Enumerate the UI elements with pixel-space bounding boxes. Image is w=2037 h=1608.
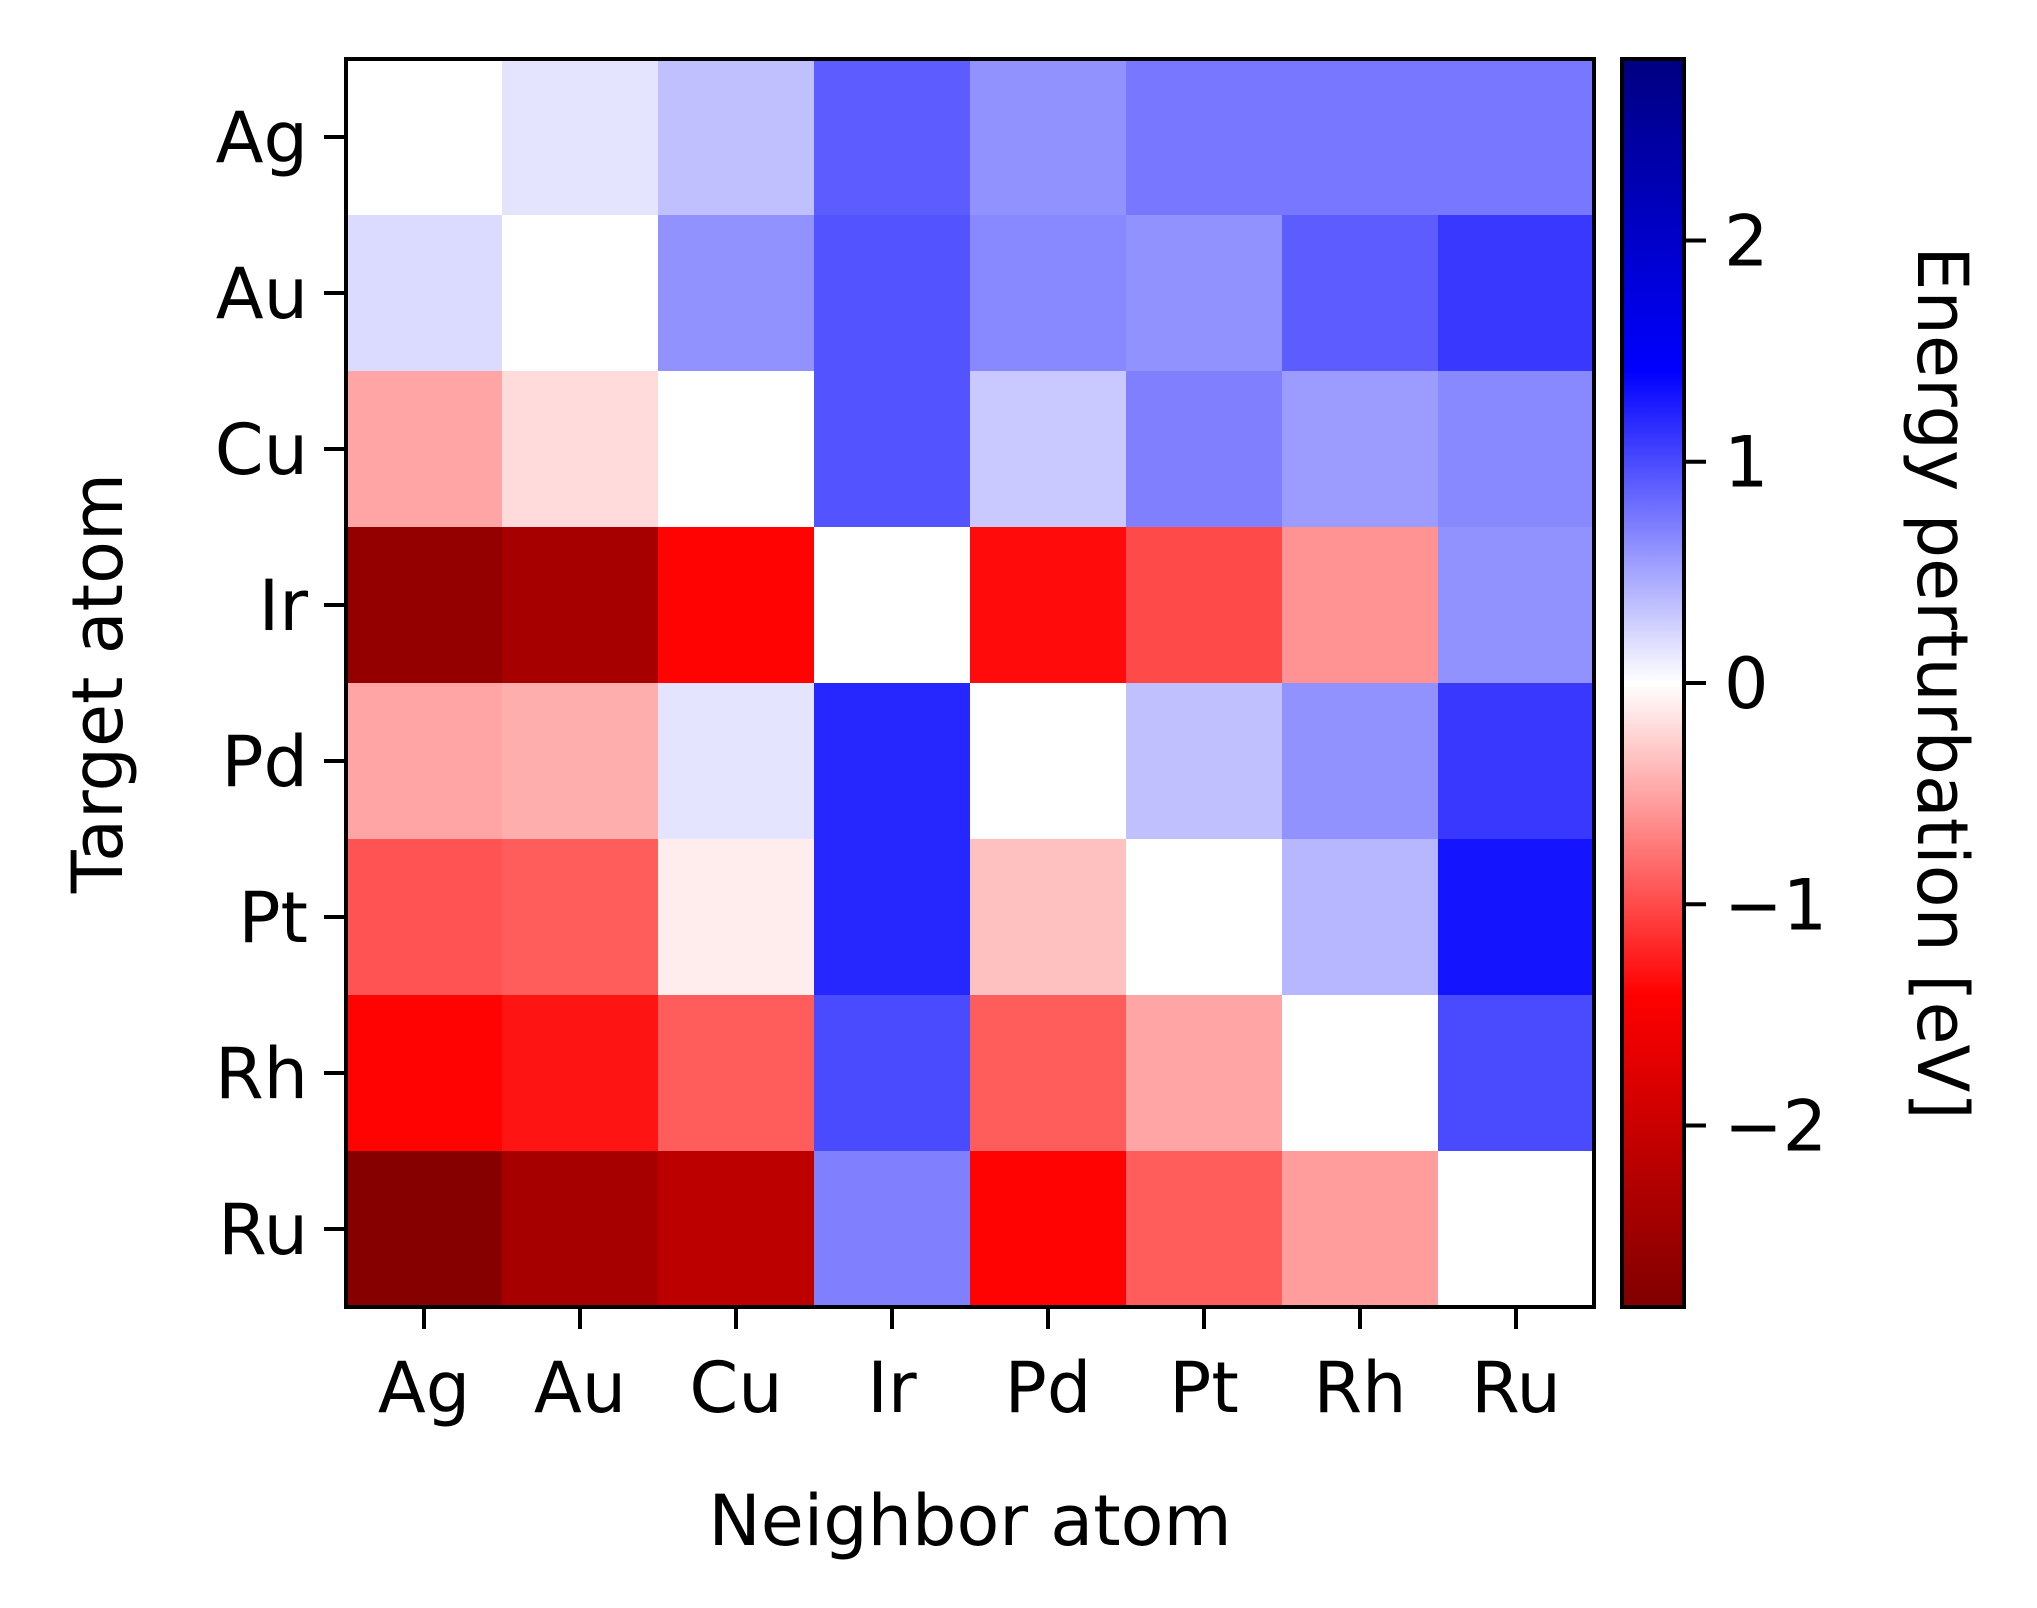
heatmap-cell-pt-ag — [346, 839, 503, 996]
heatmap-cell-ru-ag — [346, 1151, 503, 1308]
heatmap-cells — [346, 59, 1595, 1308]
heatmap-cell-cu-pt — [1126, 371, 1283, 528]
heatmap-cell-ir-ru — [1438, 527, 1595, 684]
heatmap-cell-ag-pt — [1126, 59, 1283, 216]
heatmap-cell-cu-ag — [346, 371, 503, 528]
heatmap-cell-ag-au — [502, 59, 659, 216]
y-tick-label: Pt — [238, 877, 308, 959]
heatmap-cell-au-ru — [1438, 215, 1595, 372]
y-tick-label: Ag — [216, 97, 308, 179]
heatmap-cell-rh-pt — [1126, 995, 1283, 1152]
y-axis-label: Target atom — [57, 473, 139, 894]
heatmap-cell-ir-ag — [346, 527, 503, 684]
heatmap-cell-ir-ir — [814, 527, 971, 684]
heatmap-cell-pd-au — [502, 683, 659, 840]
y-tick-label: Ru — [218, 1189, 308, 1271]
x-tick-label: Cu — [689, 1347, 782, 1429]
heatmap-cell-ru-au — [502, 1151, 659, 1308]
x-tick-label: Rh — [1313, 1347, 1406, 1429]
y-tick-label: Rh — [215, 1033, 308, 1115]
y-tick-label: Au — [216, 253, 308, 335]
heatmap-cell-au-au — [502, 215, 659, 372]
heatmap-cell-ir-au — [502, 527, 659, 684]
heatmap-cell-ir-cu — [658, 527, 815, 684]
heatmap-cell-au-rh — [1282, 215, 1439, 372]
x-tick-label: Au — [534, 1347, 626, 1429]
heatmap-cell-cu-rh — [1282, 371, 1439, 528]
heatmap-cell-ag-cu — [658, 59, 815, 216]
heatmap-cell-ir-pd — [970, 527, 1127, 684]
heatmap-cell-cu-pd — [970, 371, 1127, 528]
colorbar-label: Energy perturbation [eV] — [1901, 246, 1983, 1119]
heatmap-cell-pd-ag — [346, 683, 503, 840]
heatmap-cell-ru-rh — [1282, 1151, 1439, 1308]
heatmap-cell-ru-pt — [1126, 1151, 1283, 1308]
colorbar-tick-label: −1 — [1724, 864, 1827, 946]
heatmap-cell-au-ir — [814, 215, 971, 372]
heatmap-cell-rh-rh — [1282, 995, 1439, 1152]
y-tick-label: Cu — [215, 409, 308, 491]
heatmap-cell-rh-ag — [346, 995, 503, 1152]
heatmap-cell-rh-au — [502, 995, 659, 1152]
heatmap-cell-cu-cu — [658, 371, 815, 528]
heatmap-cell-pd-pt — [1126, 683, 1283, 840]
x-axis-label: Neighbor atom — [708, 1480, 1231, 1562]
heatmap-cell-ir-rh — [1282, 527, 1439, 684]
heatmap-cell-pd-ru — [1438, 683, 1595, 840]
heatmap-cell-pd-pd — [970, 683, 1127, 840]
heatmap-cell-ag-ag — [346, 59, 503, 216]
heatmap-cell-rh-ru — [1438, 995, 1595, 1152]
heatmap-cell-ag-ru — [1438, 59, 1595, 216]
colorbar-tick-label: −2 — [1724, 1086, 1827, 1168]
heatmap-cell-pd-ir — [814, 683, 971, 840]
heatmap-cell-pt-cu — [658, 839, 815, 996]
heatmap-cell-au-ag — [346, 215, 503, 372]
heatmap-cell-cu-au — [502, 371, 659, 528]
heatmap-cell-au-pd — [970, 215, 1127, 372]
heatmap-cell-pt-ru — [1438, 839, 1595, 996]
heatmap-cell-au-pt — [1126, 215, 1283, 372]
heatmap-cell-cu-ir — [814, 371, 971, 528]
heatmap-cell-rh-pd — [970, 995, 1127, 1152]
heatmap-cell-ru-cu — [658, 1151, 815, 1308]
heatmap-cell-ag-ir — [814, 59, 971, 216]
x-tick-label: Ir — [867, 1347, 917, 1429]
x-tick-label: Ag — [378, 1347, 470, 1429]
heatmap-cell-pt-pd — [970, 839, 1127, 996]
x-axis-ticks: Ag Au Cu Ir Pd Pt Rh Ru — [378, 1307, 1561, 1429]
heatmap-cell-pt-ir — [814, 839, 971, 996]
y-tick-label: Ir — [259, 565, 309, 647]
heatmap-cell-pd-rh — [1282, 683, 1439, 840]
heatmap-cell-cu-ru — [1438, 371, 1595, 528]
plot-frame — [344, 57, 1596, 1309]
heatmap-cell-rh-cu — [658, 995, 815, 1152]
heatmap-cell-ru-ru — [1438, 1151, 1595, 1308]
heatmap-cell-rh-ir — [814, 995, 971, 1152]
x-tick-label: Pd — [1005, 1347, 1092, 1429]
colorbar-tick-label: 1 — [1724, 422, 1769, 504]
heatmap-cell-au-cu — [658, 215, 815, 372]
heatmap-cell-ag-pd — [970, 59, 1127, 216]
heatmap-cell-pt-au — [502, 839, 659, 996]
colorbar-tick-label: 0 — [1724, 643, 1769, 725]
y-tick-label: Pd — [221, 721, 308, 803]
heatmap-cell-pd-cu — [658, 683, 815, 840]
y-axis-ticks: Ag Au Cu Ir Pd Pt Rh Ru — [215, 97, 346, 1271]
heatmap-cell-ru-ir — [814, 1151, 971, 1308]
x-tick-label: Pt — [1169, 1347, 1239, 1429]
colorbar-ticks: 2 1 0 −1 −2 — [1684, 200, 1827, 1168]
heatmap-cell-ag-rh — [1282, 59, 1439, 216]
colorbar — [1620, 57, 1686, 1309]
heatmap-cell-ru-pd — [970, 1151, 1127, 1308]
colorbar-tick-label: 2 — [1724, 200, 1769, 282]
heatmap-cell-pt-rh — [1282, 839, 1439, 996]
heatmap-cell-pt-pt — [1126, 839, 1283, 996]
heatmap-cell-ir-pt — [1126, 527, 1283, 684]
x-tick-label: Ru — [1471, 1347, 1561, 1429]
